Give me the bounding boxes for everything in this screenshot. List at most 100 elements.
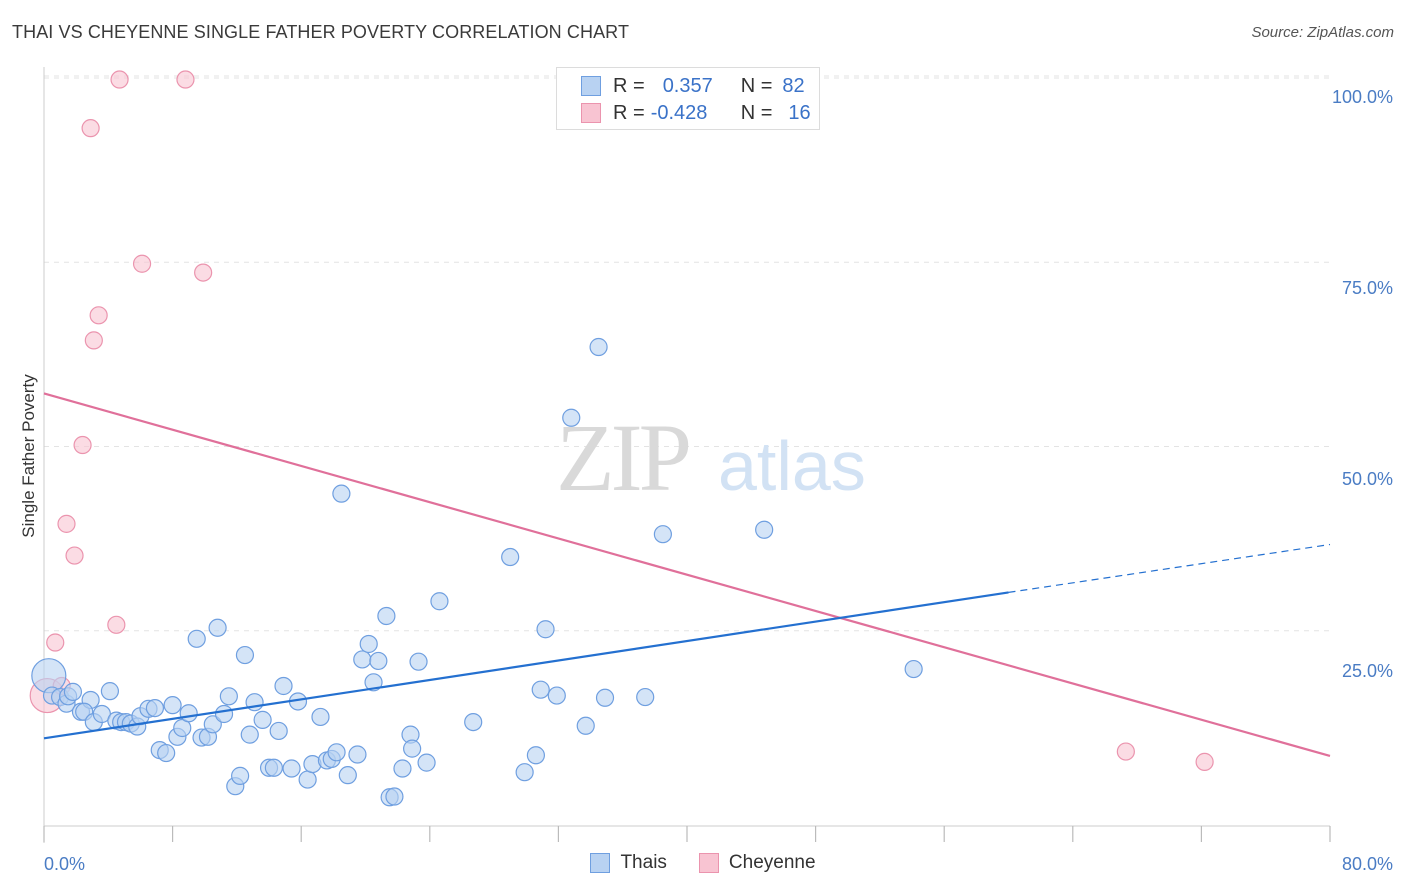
r-label: R = xyxy=(613,74,645,97)
thai-point xyxy=(311,707,330,727)
legend-row-cheyenne: R = -0.428 N = 16 xyxy=(581,101,811,125)
thai-point xyxy=(274,676,293,696)
cheyenne-point xyxy=(176,70,195,89)
thai-point xyxy=(63,682,83,701)
thai-point xyxy=(327,743,346,762)
thai-point xyxy=(595,688,615,707)
thais-legend-label: Thais xyxy=(620,852,667,873)
thai-point xyxy=(562,408,581,427)
r-value: 0.357 xyxy=(662,74,713,97)
watermark-atlas: atlas xyxy=(718,427,866,505)
thai-point xyxy=(417,753,436,772)
thai-point xyxy=(526,746,545,765)
thai-point xyxy=(145,698,165,718)
x-tick-label-1: 80.0% xyxy=(1342,854,1393,874)
thai-point xyxy=(904,659,923,679)
legend-row-thais: R = 0.357 N = 82 xyxy=(581,74,805,98)
cheyenne-point xyxy=(81,119,100,138)
n-value: 16 xyxy=(788,101,811,124)
thai-point xyxy=(235,645,255,665)
correlation-legend: R = 0.357 N = 82 R = -0.428 N = 16 xyxy=(556,67,820,130)
thai-trend-line xyxy=(43,591,1009,740)
thai-point xyxy=(515,763,534,782)
thai-point xyxy=(536,620,555,639)
source-label: Source: ZipAtlas.com xyxy=(1251,24,1394,41)
legend-item-cheyenne: Cheyenne xyxy=(698,852,816,874)
n-label: N = xyxy=(740,74,773,97)
n-label: N = xyxy=(740,101,773,124)
thai-point xyxy=(240,725,259,744)
thais-legend-swatch xyxy=(590,853,611,873)
y-tick-label-100: 100.0% xyxy=(1332,87,1393,107)
thai-point xyxy=(219,687,238,706)
gridlines xyxy=(44,75,1330,632)
thai-point xyxy=(636,687,655,707)
thai-point xyxy=(653,525,672,544)
axes xyxy=(43,67,1331,843)
cheyenne-point xyxy=(1195,752,1214,771)
thai-trend-extension xyxy=(1008,543,1331,593)
cheyenne-point xyxy=(73,435,92,455)
thai-point xyxy=(385,787,404,806)
r-label: R = xyxy=(613,101,645,124)
cheyenne-legend-label: Cheyenne xyxy=(728,852,816,873)
thai-point xyxy=(359,634,378,654)
thai-point xyxy=(203,715,222,734)
thai-point xyxy=(157,743,176,763)
thai-point xyxy=(231,766,250,785)
cheyenne-point xyxy=(132,254,152,273)
cheyenne-point xyxy=(84,331,103,350)
thai-point xyxy=(100,682,120,701)
n-value: 82 xyxy=(782,74,805,97)
cheyenne-legend-swatch xyxy=(698,853,719,873)
cheyenne-point xyxy=(57,514,76,533)
thai-point xyxy=(369,651,388,671)
thai-point xyxy=(430,592,449,611)
cheyenne-point xyxy=(1116,742,1135,761)
thai-point xyxy=(264,758,283,777)
thai-point xyxy=(464,712,483,732)
thai-point xyxy=(187,629,206,648)
cheyenne-point xyxy=(107,615,126,634)
r-value: -0.428 xyxy=(650,101,708,124)
thai-point xyxy=(353,650,372,669)
thai-points xyxy=(31,337,923,807)
cheyenne-point xyxy=(110,70,129,89)
thai-point xyxy=(589,337,608,357)
x-tick-label-0: 0.0% xyxy=(44,854,85,874)
thai-point xyxy=(214,704,234,724)
thai-point xyxy=(576,716,595,735)
thai-point xyxy=(282,759,301,778)
cheyenne-trend-line xyxy=(43,392,1331,758)
thai-point xyxy=(409,652,428,671)
thai-point xyxy=(403,739,422,758)
chart-title: THAI VS CHEYENNE SINGLE FATHER POVERTY C… xyxy=(12,22,630,42)
legend-item-thais: Thais xyxy=(590,852,667,874)
thais-swatch xyxy=(581,76,601,96)
trend-lines xyxy=(43,392,1331,758)
thai-point xyxy=(179,704,198,723)
thai-point xyxy=(269,721,288,741)
thai-point xyxy=(208,618,227,637)
thai-point xyxy=(253,710,272,729)
y-tick-label-50: 50.0% xyxy=(1342,469,1393,489)
cheyenne-point xyxy=(89,306,108,325)
y-tick-label-25: 25.0% xyxy=(1342,661,1393,681)
thai-point xyxy=(163,696,182,715)
cheyenne-point xyxy=(194,263,213,282)
tick-labels: 0.0% 80.0% 25.0% 50.0% 75.0% 100.0% xyxy=(44,87,1393,874)
cheyenne-point xyxy=(65,546,84,565)
thai-point xyxy=(332,484,351,503)
thai-point xyxy=(364,673,383,692)
y-tick-label-75: 75.0% xyxy=(1342,278,1393,298)
y-axis-label: Single Father Poverty xyxy=(19,374,38,538)
watermark: ZIP atlas xyxy=(556,404,866,511)
thai-point xyxy=(393,759,412,778)
thai-point xyxy=(348,745,367,764)
thai-point xyxy=(531,680,550,699)
thai-point xyxy=(547,686,566,705)
thai-point xyxy=(755,520,774,539)
cheyenne-swatch xyxy=(581,103,601,123)
thai-point xyxy=(377,606,396,626)
